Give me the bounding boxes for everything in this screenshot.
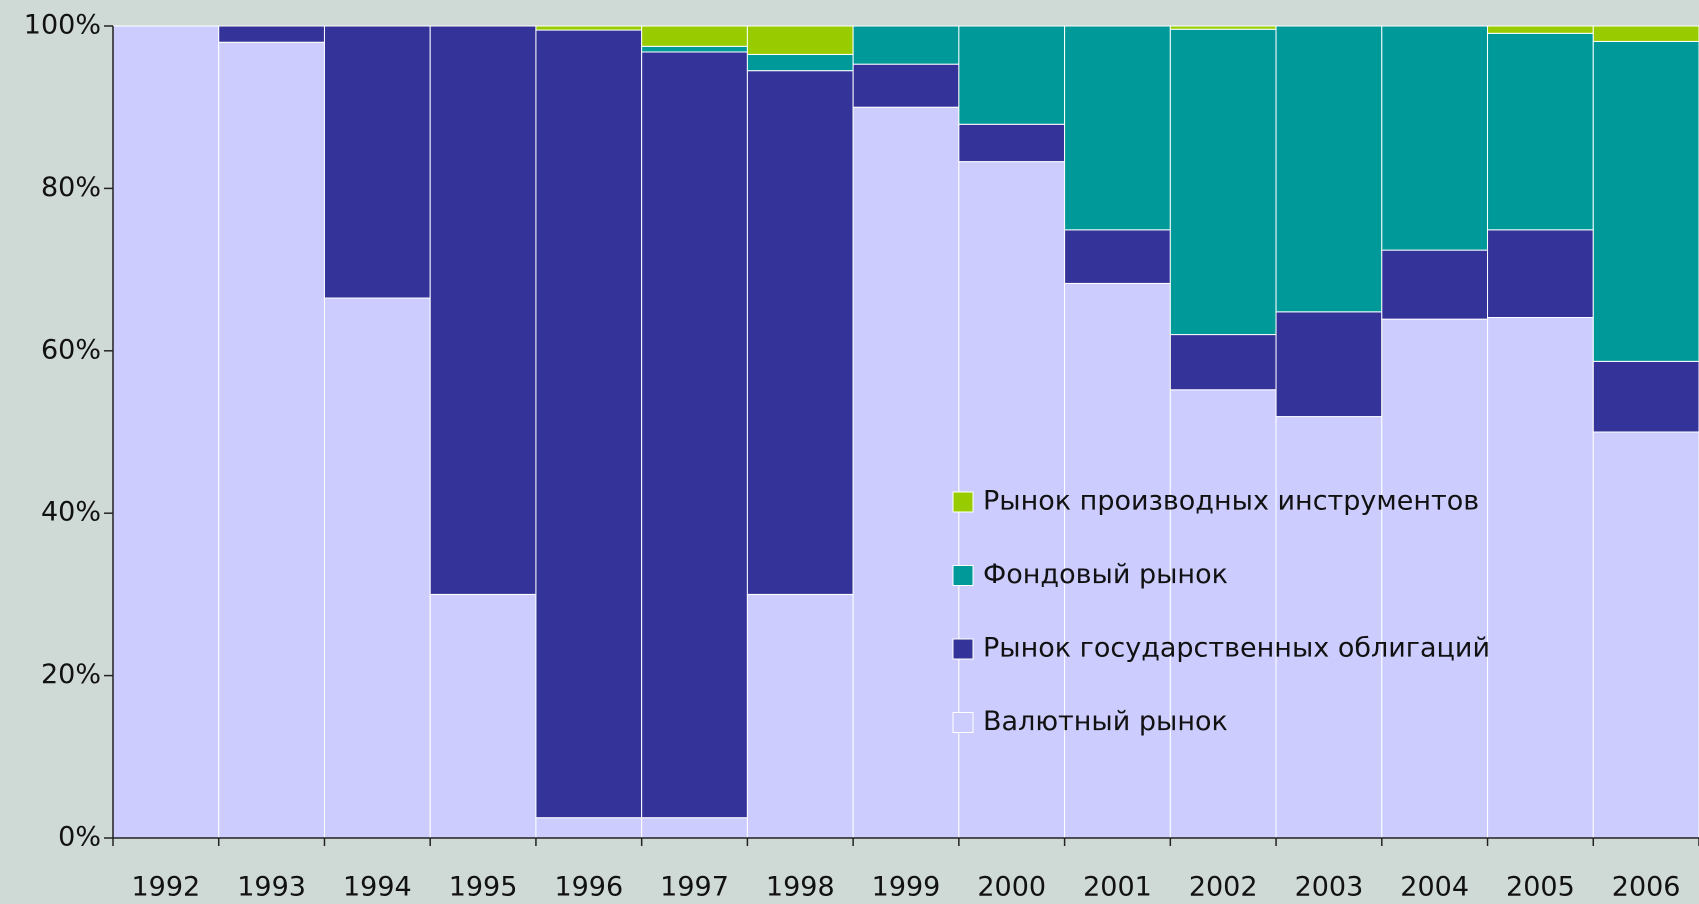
bar-segment <box>323 297 431 839</box>
legend-swatch <box>952 638 974 660</box>
bar-segment <box>1064 282 1171 839</box>
bar-segment <box>641 817 748 839</box>
x-tick-label: 2004 <box>1400 872 1469 903</box>
legend-label: Рынок производных инструментов <box>983 486 1479 517</box>
y-tick-label: 20% <box>41 659 101 690</box>
x-tick-label: 1997 <box>660 872 729 903</box>
bar-segment <box>218 41 325 839</box>
y-tick-label: 80% <box>41 172 101 203</box>
x-tick-label: 1999 <box>872 872 941 903</box>
x-tick-label: 2005 <box>1506 872 1575 903</box>
legend-swatch <box>952 491 974 513</box>
bar-segment <box>641 51 748 819</box>
bar-segment <box>1064 25 1171 231</box>
bar-segment <box>535 29 643 819</box>
bar-segment <box>112 25 220 839</box>
legend-label: Фондовый рынок <box>983 559 1228 590</box>
bar-segment <box>852 106 960 839</box>
bar-segment <box>958 123 1066 163</box>
x-tick-label: 1996 <box>554 872 623 903</box>
bar-segment <box>746 53 854 72</box>
bar-segment <box>535 817 643 839</box>
legend-swatch <box>952 712 974 733</box>
bar-segment <box>1381 25 1489 251</box>
bar-segment <box>429 25 537 595</box>
x-tick-label: 2003 <box>1295 872 1364 903</box>
x-tick-label: 2002 <box>1189 872 1258 903</box>
bar-segment <box>746 25 854 55</box>
y-tick-label: 100% <box>24 10 101 41</box>
bar-segment <box>1275 416 1383 839</box>
bar-segment <box>1381 249 1489 320</box>
legend-label: Рынок государственных облигаций <box>983 633 1490 664</box>
bar-segment <box>1275 311 1383 418</box>
bar-segment <box>1487 229 1594 319</box>
y-tick-label: 60% <box>41 334 101 365</box>
bar-segment <box>1592 40 1699 362</box>
bar-segment <box>1064 229 1171 284</box>
bar-segment <box>746 593 854 839</box>
bar-segment <box>1169 28 1277 336</box>
bar-segment <box>1487 317 1594 839</box>
x-tick-label: 1992 <box>132 872 201 903</box>
x-tick-label: 2000 <box>977 872 1046 903</box>
y-tick-label: 40% <box>41 497 101 528</box>
bar-segment <box>852 25 960 65</box>
bar-segment <box>1487 25 1594 34</box>
bar-segment <box>746 70 854 595</box>
bar-segment <box>641 45 748 53</box>
bar-segment <box>1169 389 1277 839</box>
bar-segment <box>852 63 960 108</box>
x-tick-label: 2006 <box>1612 872 1681 903</box>
x-tick-label: 2001 <box>1083 872 1152 903</box>
bar-segment <box>1169 25 1277 30</box>
bar-segment <box>641 25 748 47</box>
bar-segment <box>1592 431 1699 839</box>
bar-segment <box>1592 360 1699 433</box>
bar-segment <box>1487 32 1594 231</box>
bar-segment <box>429 593 537 839</box>
x-tick-label: 1993 <box>237 872 306 903</box>
bar-segment <box>1381 318 1489 839</box>
x-tick-label: 1994 <box>343 872 412 903</box>
legend-swatch <box>952 565 974 586</box>
bar-segment <box>1169 334 1277 391</box>
x-tick-label: 1995 <box>449 872 518 903</box>
bar-segment <box>535 25 643 31</box>
bar-segment <box>958 25 1066 125</box>
y-tick-label: 0% <box>58 822 101 853</box>
legend-label: Валютный рынок <box>983 706 1228 737</box>
bar-segment <box>218 25 325 43</box>
bar-segment <box>323 25 431 299</box>
bar-segment <box>1275 25 1383 313</box>
x-tick-label: 1998 <box>766 872 835 903</box>
bar-segment <box>958 161 1066 839</box>
bar-segment <box>1592 25 1699 42</box>
